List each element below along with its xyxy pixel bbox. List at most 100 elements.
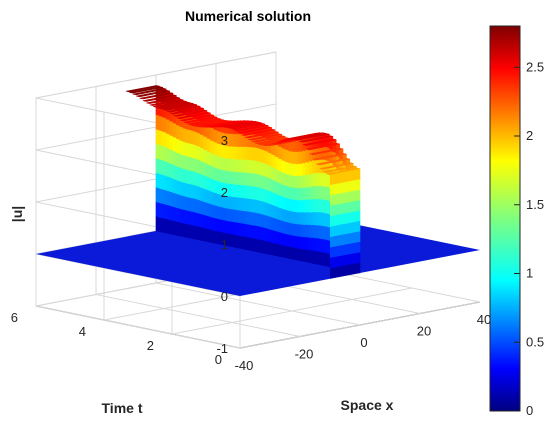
surface-patch [271,216,276,231]
surface-top [244,131,279,139]
surface-patch [203,161,208,177]
surface-patch [247,197,252,213]
surface-patch [223,169,228,184]
surface-patch [318,237,323,253]
surface-patch [257,225,262,241]
surface-patch [186,182,191,198]
surface-patch [230,133,235,148]
surface-patch [288,174,293,188]
surface-patch [298,223,303,238]
surface-patch [237,222,242,237]
surface-patch [264,163,269,178]
surface-patch [318,198,323,213]
surface-patch [169,176,174,193]
surface-patch [274,155,279,170]
surface-top [238,126,272,134]
surface-patch [267,241,272,256]
surface-patch [199,186,204,202]
surface-patch [240,222,245,237]
surface-patch [172,192,177,208]
surface-patch [199,173,204,189]
surface-patch [162,131,167,148]
surface-patch [155,128,160,145]
surface-patch [165,132,170,149]
surface-patch [250,159,255,174]
surface-patch [250,185,255,200]
surface-patch [315,250,320,265]
surface-patch [196,212,201,228]
surface-patch [308,224,313,239]
surface-patch [329,135,334,150]
surface-patch [206,150,211,166]
surface-patch [295,235,300,249]
surface-patch [176,138,181,154]
surface-patch [274,193,279,207]
surface-patch [312,172,317,187]
surface-patch [159,144,164,161]
surface-patch [322,185,327,201]
surface-patch [244,210,249,225]
t-tick-label: 0 [215,352,222,367]
surface-patch [284,173,289,187]
surface-patch [193,211,198,227]
surface-patch [179,167,184,183]
surface-top [299,135,333,143]
surface-patch [176,221,181,237]
surface-patch [305,148,310,163]
surface-patch [247,146,252,161]
surface-top [139,92,174,100]
surface-patch [284,209,289,223]
surface-patch [216,205,221,220]
surface-patch [254,146,259,162]
x-tick-label: 40 [477,312,491,327]
surface-patch [237,145,242,160]
z-tick-label: 3 [221,133,228,148]
surface-patch [159,187,164,204]
surface-patch [186,128,191,144]
surface-patch [159,115,164,132]
surface-patch [284,185,289,199]
surface-patch [284,221,289,235]
surface-patch [176,152,181,168]
surface-patch [301,223,306,238]
surface-patch [182,222,187,238]
surface-patch [237,209,242,224]
z-tick-label: 1 [221,237,228,252]
surface-patch [247,133,252,148]
surface-patch [196,132,201,147]
x-grid-line [35,98,241,349]
surface-patch [315,211,320,226]
surface-patch [250,224,255,239]
surface-patch [182,209,187,225]
surface-patch [308,160,313,175]
surface-patch [189,143,194,158]
surface-patch [278,206,283,221]
surface-patch [295,199,300,213]
surface-patch [210,229,215,244]
surface-patch [206,228,211,243]
surface-top [248,133,282,141]
surface-patch [295,151,300,165]
surface-patch [233,183,238,198]
surface-patch [267,228,272,243]
surface-patch [176,124,181,140]
surface-patch [271,229,276,244]
surface-patch [155,157,160,174]
surface-patch [298,187,303,201]
surface-top [302,138,337,146]
t-tick-label: 6 [11,310,18,325]
surface-patch [182,154,187,170]
surface-patch [278,145,283,160]
surface-patch [284,233,289,247]
surface-patch [203,227,208,242]
surface-front-edge [330,252,360,269]
surface-patch [159,158,164,175]
surface-patch [261,239,266,254]
surface-patch [172,150,177,166]
surface-plot [36,85,480,296]
surface-patch [281,171,286,186]
surface-patch [244,145,249,161]
surface-patch [301,211,306,226]
surface-patch [312,211,317,226]
